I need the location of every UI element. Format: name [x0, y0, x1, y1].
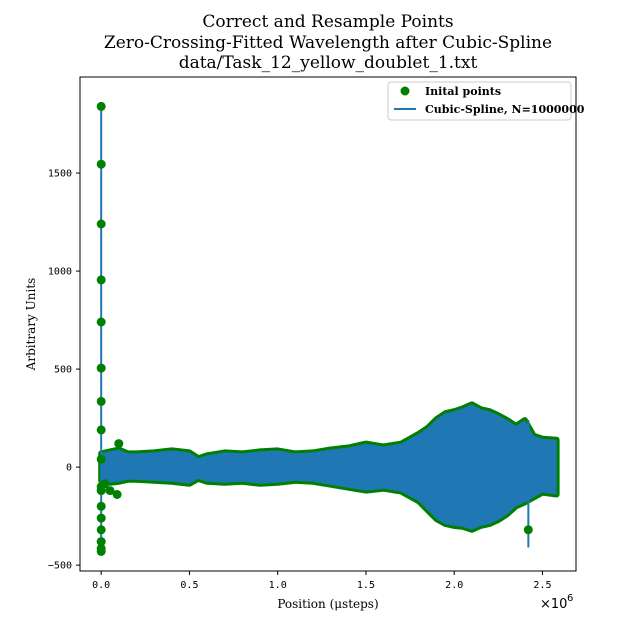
x-axis: 0.0 0.5 1.0 1.5 2.0 2.5	[92, 571, 551, 591]
x-tick-label: 2.5	[533, 580, 551, 591]
plot-area	[79, 76, 577, 572]
x-tick-label: 2.0	[445, 580, 463, 591]
x-axis-multiplier: ×10 6	[540, 593, 573, 612]
legend: Inital points Cubic-Spline, N=1000000	[387, 81, 585, 121]
y-tick-label: 0	[66, 463, 72, 474]
x-axis-label: Position (μsteps)	[277, 597, 378, 611]
legend-marker-points	[400, 86, 410, 96]
x-tick-label: 0.5	[180, 580, 198, 591]
data-point	[96, 513, 106, 523]
data-point	[112, 490, 122, 499]
data-point	[523, 525, 533, 535]
data-point	[96, 525, 106, 535]
chart-title-line-3: data/Task_12_yellow_doublet_1.txt	[179, 53, 478, 73]
y-tick-label: −500	[48, 561, 72, 572]
data-point	[96, 275, 106, 285]
y-tick-label: 1500	[48, 169, 72, 180]
y-axis: −500 0 500 1000 1500	[48, 169, 80, 572]
data-point	[105, 486, 115, 496]
data-point	[100, 479, 110, 489]
data-point	[114, 439, 124, 449]
x-axis-multiplier-exponent: 6	[567, 593, 573, 604]
data-point	[96, 546, 106, 556]
chart-title-line-2: Zero-Crossing-Fitted Wavelength after Cu…	[104, 33, 552, 53]
plot-frame	[79, 76, 577, 572]
spline-envelope-fill	[101, 404, 557, 530]
data-point	[96, 101, 106, 111]
data-point	[96, 317, 106, 327]
legend-label-points: Inital points	[425, 85, 501, 98]
legend-box	[387, 81, 572, 121]
legend-label-spline: Cubic-Spline, N=1000000	[425, 103, 585, 116]
y-tick-label: 1000	[48, 267, 72, 278]
data-point	[96, 425, 106, 435]
data-point	[96, 537, 106, 547]
y-tick-label: 500	[54, 365, 72, 376]
x-tick-label: 1.5	[357, 580, 375, 591]
data-point	[96, 219, 106, 229]
x-axis-multiplier-text: ×10	[540, 597, 567, 612]
data-layer	[96, 101, 560, 556]
data-point	[96, 454, 106, 464]
y-axis-label: Arbitrary Units	[24, 278, 38, 372]
x-tick-label: 0.0	[92, 580, 110, 591]
chart-title-line-1: Correct and Resample Points	[202, 12, 453, 32]
data-point	[96, 501, 106, 511]
data-point	[96, 159, 106, 169]
data-point	[96, 363, 106, 373]
x-tick-label: 1.0	[269, 580, 287, 591]
data-point	[96, 396, 106, 406]
